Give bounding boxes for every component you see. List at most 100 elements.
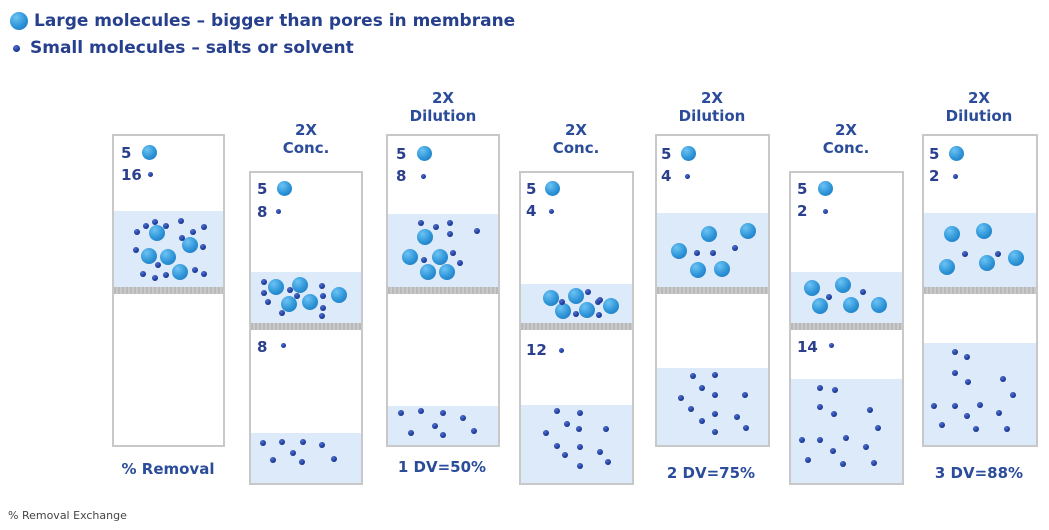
count-permeate-small: 8	[257, 338, 268, 356]
small-molecule	[939, 422, 945, 428]
small-molecule	[699, 418, 705, 424]
small-molecule	[179, 235, 185, 241]
small-molecule	[712, 411, 718, 417]
count-small: 2	[797, 202, 808, 220]
col5-header-line1: 2X	[700, 89, 723, 107]
small-molecule	[863, 444, 869, 450]
membrane	[388, 287, 498, 294]
small-molecule	[742, 392, 748, 398]
small-molecule	[279, 439, 285, 445]
count-small: 4	[661, 167, 672, 185]
small-molecule-legend	[275, 208, 281, 214]
membrane	[791, 323, 902, 330]
small-molecule	[860, 289, 866, 295]
small-molecule	[577, 444, 583, 450]
membrane	[924, 287, 1036, 294]
large-molecule	[402, 249, 418, 265]
small-molecule	[805, 457, 811, 463]
small-molecule	[559, 299, 565, 305]
small-molecule	[962, 251, 968, 257]
legend-large-label: Large molecules – bigger than pores in m…	[34, 11, 516, 31]
small-molecule	[1000, 376, 1006, 382]
small-molecule	[952, 370, 958, 376]
large-molecule	[432, 249, 448, 265]
small-molecule	[440, 410, 446, 416]
small-molecule	[596, 312, 602, 318]
small-molecule	[474, 228, 480, 234]
col2-header-line2: Conc.	[282, 139, 330, 157]
col4-header: 2X Conc.	[516, 121, 636, 157]
small-molecule	[279, 310, 285, 316]
small-molecule-legend	[822, 208, 828, 214]
membrane	[114, 287, 223, 294]
small-molecule	[710, 250, 716, 256]
large-molecule	[1008, 250, 1024, 266]
small-molecule	[699, 385, 705, 391]
small-molecule	[471, 428, 477, 434]
large-molecule	[281, 296, 297, 312]
large-molecule	[160, 249, 176, 265]
small-molecule	[562, 452, 568, 458]
count-large: 5	[396, 145, 407, 163]
small-molecule	[964, 354, 970, 360]
legend-small: Small molecules – salts or solvent	[10, 38, 354, 58]
small-molecule	[843, 435, 849, 441]
dv3-label: 3 DV=88%	[934, 464, 1024, 482]
col5-header-line2: Dilution	[678, 107, 746, 125]
small-molecule	[577, 463, 583, 469]
large-molecule	[976, 223, 992, 239]
large-molecule	[701, 226, 717, 242]
small-molecule	[398, 410, 404, 416]
membrane	[251, 323, 361, 330]
small-molecule	[832, 387, 838, 393]
small-molecule	[603, 426, 609, 432]
small-molecule	[260, 440, 266, 446]
count-large: 5	[257, 180, 268, 198]
small-molecule	[433, 224, 439, 230]
small-molecule	[576, 426, 582, 432]
large-molecule	[182, 237, 198, 253]
count-small: 2	[929, 167, 940, 185]
small-molecule	[996, 410, 1002, 416]
small-molecule	[163, 223, 169, 229]
large-molecule-icon	[10, 12, 28, 30]
small-molecule	[977, 402, 983, 408]
small-molecule-legend	[420, 173, 426, 179]
small-molecule	[319, 313, 325, 319]
vessel-4	[519, 171, 634, 485]
vessel-6	[789, 171, 904, 485]
large-molecule	[579, 302, 595, 318]
small-molecule	[875, 425, 881, 431]
small-molecule	[817, 404, 823, 410]
small-molecule	[585, 289, 591, 295]
small-molecule	[192, 267, 198, 273]
small-molecule	[830, 448, 836, 454]
col4-header-line2: Conc.	[552, 139, 600, 157]
small-molecule	[964, 413, 970, 419]
col3-header: 2X Dilution	[383, 89, 503, 125]
small-molecule	[817, 437, 823, 443]
large-molecule	[292, 277, 308, 293]
vessel-7	[922, 134, 1038, 447]
large-molecule	[835, 277, 851, 293]
small-molecule	[564, 421, 570, 427]
small-molecule	[299, 459, 305, 465]
large-molecule	[979, 255, 995, 271]
small-molecule	[597, 297, 603, 303]
large-molecule	[939, 259, 955, 275]
large-molecule	[149, 225, 165, 241]
small-molecule	[871, 460, 877, 466]
small-molecule	[688, 406, 694, 412]
small-molecule	[554, 443, 560, 449]
large-molecule	[417, 229, 433, 245]
col6-header: 2X Conc.	[786, 121, 906, 157]
col5-header: 2X Dilution	[652, 89, 772, 125]
permeate-fill	[924, 343, 1036, 445]
large-molecule	[568, 288, 584, 304]
count-large: 5	[797, 180, 808, 198]
small-molecule	[743, 425, 749, 431]
large-molecule	[331, 287, 347, 303]
small-molecule	[460, 415, 466, 421]
small-molecule	[605, 459, 611, 465]
small-molecule	[690, 373, 696, 379]
